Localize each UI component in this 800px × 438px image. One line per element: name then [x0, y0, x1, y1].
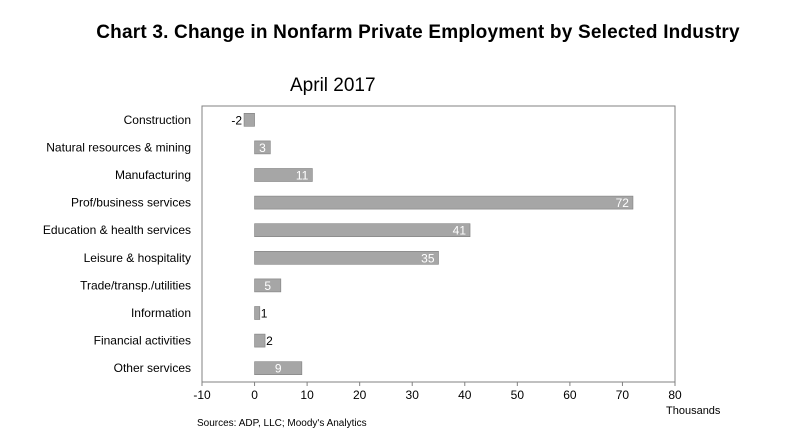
category-label: Financial activities	[94, 334, 191, 348]
x-tick-label: 30	[406, 388, 420, 402]
x-tick-label: 40	[458, 388, 472, 402]
bar	[254, 251, 439, 265]
bar	[254, 168, 313, 182]
bar-value-label: 11	[296, 169, 309, 183]
bar	[254, 140, 271, 155]
x-axis-unit-label: Thousands	[666, 405, 721, 417]
bar-value-label: 35	[421, 251, 435, 265]
bar	[254, 333, 266, 348]
x-tick-label: 20	[353, 388, 367, 402]
bar	[254, 278, 282, 293]
bar-value-label: 5	[264, 279, 271, 293]
category-label: Manufacturing	[115, 168, 191, 182]
x-tick-label: 0	[251, 388, 258, 402]
category-label: Information	[131, 306, 191, 320]
x-tick-label: -10	[193, 388, 211, 402]
bar-value-label: 3	[259, 141, 266, 155]
x-tick-label: 60	[563, 388, 577, 402]
category-label: Prof/business services	[71, 196, 191, 210]
x-tick-label: 70	[616, 388, 630, 402]
category-label: Other services	[114, 361, 191, 375]
x-tick-label: 80	[668, 388, 682, 402]
category-label: Education & health services	[43, 223, 191, 237]
bar-value-label: 41	[453, 224, 467, 238]
bar	[243, 113, 255, 127]
bar	[254, 223, 471, 237]
bar	[254, 195, 634, 210]
bar-value-label: 9	[275, 362, 282, 376]
plot-area-frame	[201, 105, 676, 383]
x-tick-label: 10	[300, 388, 314, 402]
chart-title: Chart 3. Change in Nonfarm Private Emplo…	[96, 22, 740, 43]
category-label: Construction	[124, 113, 191, 127]
chart-subtitle: April 2017	[290, 75, 376, 96]
bar-value-label: 72	[616, 196, 630, 210]
category-label: Natural resources & mining	[46, 140, 191, 154]
x-tick-label: 50	[511, 388, 525, 402]
category-label: Trade/transp./utilities	[80, 278, 191, 292]
source-note: Sources: ADP, LLC; Moody's Analytics	[197, 418, 367, 429]
bar	[254, 306, 261, 320]
bar-value-label: -2	[231, 113, 242, 127]
bar-value-label: 2	[266, 334, 273, 348]
bar	[254, 361, 303, 376]
category-label: Leisure & hospitality	[84, 251, 191, 265]
bar-value-label: 1	[261, 307, 268, 321]
